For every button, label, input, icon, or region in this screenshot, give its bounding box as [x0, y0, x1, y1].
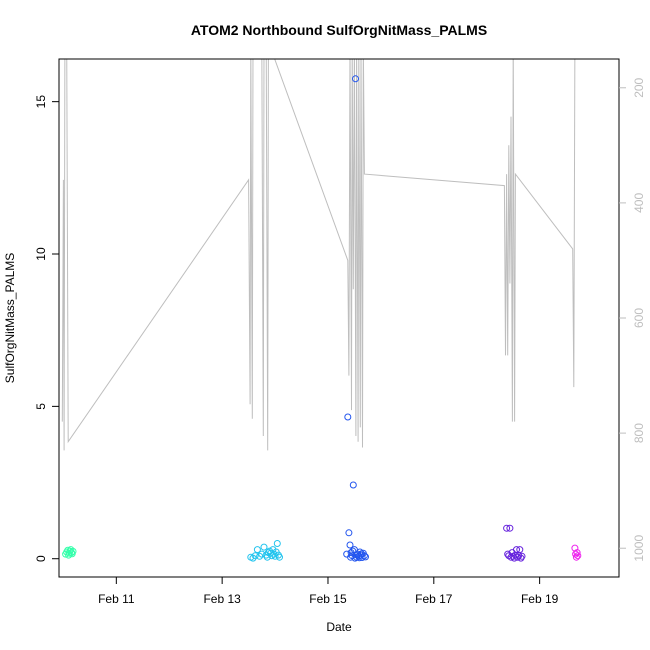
y2-tick-label: 400 [632, 193, 646, 213]
data-point [69, 547, 77, 555]
altitude-line [61, 59, 576, 451]
plot-frame [58, 58, 620, 578]
x-axis-label: Date [326, 620, 352, 634]
data-point [513, 546, 520, 554]
data-point [517, 554, 525, 562]
points-layer [62, 75, 582, 562]
data-point [349, 481, 357, 489]
data-point [514, 553, 522, 561]
data-point [271, 552, 279, 560]
data-point [251, 552, 259, 560]
altitude-line-layer [61, 59, 576, 451]
data-point [258, 550, 266, 558]
data-point [263, 553, 271, 561]
y-tick-label: 10 [34, 247, 48, 261]
data-point [346, 541, 354, 549]
x-tick-label: Feb 15 [309, 592, 347, 606]
data-point [572, 553, 580, 561]
data-point [253, 546, 261, 554]
y-tick-label: 15 [34, 95, 48, 109]
data-point [506, 524, 514, 532]
data-point [572, 550, 580, 558]
data-point [358, 550, 366, 558]
data-point [573, 549, 581, 557]
x-tick-label: Feb 13 [203, 592, 241, 606]
y2-tick-label: 800 [632, 423, 646, 443]
y-tick-label: 0 [34, 555, 48, 562]
data-point [349, 547, 357, 555]
data-point [67, 546, 75, 554]
y2-tick-label: 200 [632, 77, 646, 97]
y2-axis: 200 400 600 800 1000 [619, 77, 646, 562]
data-point [249, 554, 257, 562]
y2-tick-label: 1000 [632, 535, 646, 562]
y-axis-label: SulfOrgNitMass_PALMS [3, 253, 17, 383]
data-point [516, 546, 524, 554]
data-point [260, 543, 268, 551]
x-axis: Feb 11 Feb 13 Feb 15 Feb 17 Feb 19 [98, 577, 559, 606]
data-point [347, 553, 355, 561]
data-point [256, 552, 264, 560]
data-point [345, 529, 353, 537]
chart-title: ATOM2 Northbound SulfOrgNitMass_PALMS [191, 22, 487, 38]
x-tick-label: Feb 17 [415, 592, 453, 606]
plot-area [61, 59, 582, 562]
data-point [518, 552, 526, 560]
y-tick-label: 5 [34, 403, 48, 410]
data-point [355, 554, 363, 562]
data-point [273, 540, 281, 547]
data-point [503, 524, 511, 532]
data-point [352, 75, 359, 83]
y2-tick-label: 600 [632, 308, 646, 328]
data-point [344, 413, 352, 421]
y-axis: 0 5 10 15 [34, 95, 59, 562]
x-tick-label: Feb 11 [98, 592, 135, 606]
data-point [574, 552, 582, 560]
x-tick-label: Feb 19 [521, 592, 559, 606]
data-point [68, 549, 75, 557]
data-point [276, 553, 283, 561]
